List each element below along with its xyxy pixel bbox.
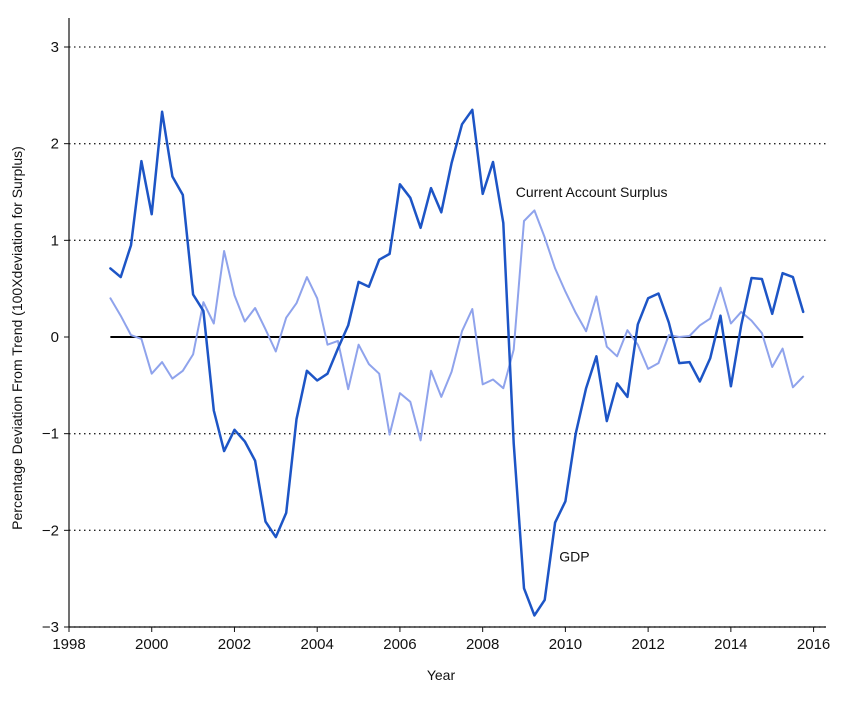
series-layer [109, 108, 805, 617]
x-tick-label: 2002 [218, 636, 251, 653]
annotation-label: Current Account Surplus [516, 184, 668, 200]
series-line-gdp [109, 108, 805, 617]
x-tick-label: 2006 [383, 636, 416, 653]
x-tick-label: 2016 [797, 636, 830, 653]
annotations: Current Account Surplus GDP [516, 184, 668, 564]
axes [68, 18, 826, 628]
x-axis-label: Year [427, 667, 456, 683]
y-tick-label: 0 [51, 329, 59, 346]
annotation-label: GDP [559, 548, 589, 564]
x-tick-label: 2012 [631, 636, 664, 653]
x-tick-label: 2004 [301, 636, 334, 653]
x-ticks: 1998 2000 2002 2004 2006 2008 2010 2012 2014 2016 [52, 627, 830, 653]
y-axis-label: Percentage Deviation From Trend (100Xdev… [9, 146, 25, 530]
y-tick-label: −1 [42, 426, 59, 443]
y-tick-label: −3 [42, 619, 59, 636]
x-tick-label: 2014 [714, 636, 747, 653]
y-tick-label: −2 [42, 522, 59, 539]
series-line-current-account-surplus [109, 209, 805, 442]
y-tick-label: 2 [51, 136, 59, 153]
x-tick-label: 2010 [549, 636, 582, 653]
y-tick-label: 1 [51, 232, 59, 249]
x-tick-label: 2000 [135, 636, 168, 653]
x-tick-label: 2008 [466, 636, 499, 653]
y-ticks: −3 −2 −1 0 1 2 3 [42, 39, 69, 636]
x-tick-label: 1998 [52, 636, 85, 653]
y-tick-label: 3 [51, 39, 59, 56]
